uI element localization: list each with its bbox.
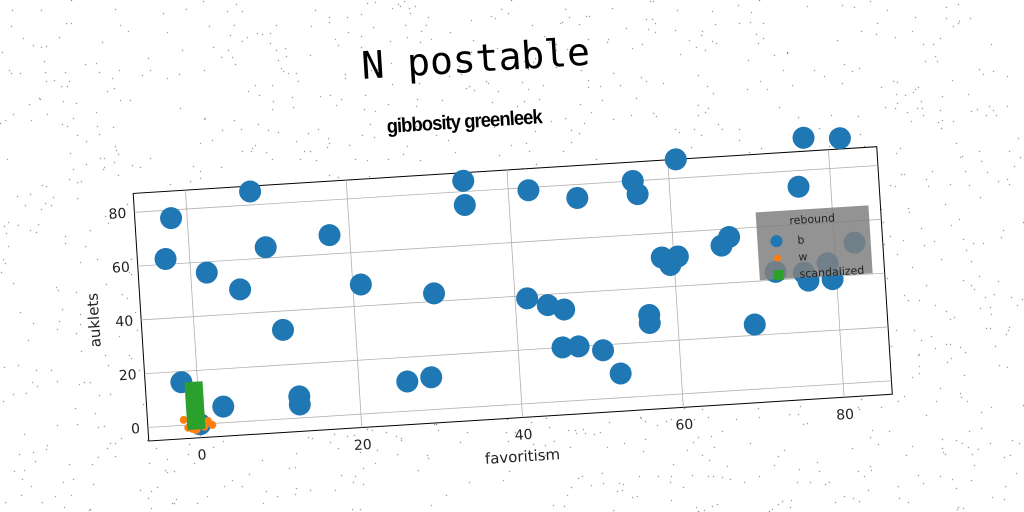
point-b bbox=[828, 127, 851, 150]
point-scandalized bbox=[186, 419, 198, 431]
legend-label-b: b bbox=[797, 233, 805, 246]
point-b bbox=[516, 287, 539, 310]
legend-label-w: w bbox=[798, 250, 808, 264]
x-tick-label: 20 bbox=[354, 437, 373, 454]
point-w bbox=[208, 420, 217, 429]
point-b bbox=[254, 236, 277, 259]
point-scandalized bbox=[193, 394, 204, 406]
legend-marker-w bbox=[774, 254, 782, 262]
legend-label-scandalized: scandalized bbox=[799, 264, 865, 281]
y-axis-label: auklets bbox=[83, 292, 104, 348]
point-scandalized bbox=[185, 403, 197, 414]
point-b bbox=[743, 313, 766, 336]
legend-title: rebound bbox=[789, 211, 835, 227]
legend-marker-b bbox=[770, 235, 783, 248]
point-scandalized bbox=[194, 418, 206, 430]
y-tick-label: 60 bbox=[112, 260, 131, 277]
point-b bbox=[638, 312, 661, 335]
point-scandalized bbox=[186, 411, 197, 422]
point-scandalized bbox=[194, 410, 205, 422]
point-b bbox=[212, 395, 235, 418]
point-b bbox=[517, 179, 540, 202]
point-b bbox=[195, 261, 218, 284]
y-tick-label: 80 bbox=[108, 206, 127, 223]
point-b bbox=[792, 126, 815, 149]
point-b bbox=[453, 194, 476, 217]
point-b bbox=[566, 186, 589, 209]
point-b bbox=[229, 278, 252, 301]
point-b bbox=[664, 148, 687, 171]
x-grid-line bbox=[667, 159, 684, 408]
point-b bbox=[626, 183, 649, 206]
legend-box bbox=[755, 205, 873, 281]
x-tick-label: 60 bbox=[675, 417, 694, 434]
point-w bbox=[179, 415, 188, 424]
point-b bbox=[396, 370, 419, 393]
point-b bbox=[787, 175, 810, 198]
point-b bbox=[718, 226, 741, 249]
point-b bbox=[551, 336, 574, 359]
point-b bbox=[423, 282, 446, 305]
y-tick-label: 40 bbox=[115, 313, 134, 330]
x-grid-line bbox=[345, 180, 363, 428]
x-grid-line bbox=[506, 169, 523, 418]
y-grid-line bbox=[134, 165, 878, 213]
point-scandalized bbox=[193, 402, 205, 414]
point-b bbox=[154, 247, 177, 270]
y-grid-line bbox=[147, 380, 892, 428]
point-b bbox=[420, 366, 443, 389]
point-b bbox=[288, 393, 311, 416]
point-b bbox=[592, 339, 615, 362]
point-b bbox=[318, 224, 341, 247]
plot-area bbox=[132, 146, 893, 442]
x-tick-label: 40 bbox=[514, 427, 533, 444]
axis-ticks: 0 20 40 60 80 0 20 40 60 80 bbox=[108, 206, 855, 464]
point-b bbox=[160, 207, 183, 230]
point-scandalized bbox=[192, 381, 204, 392]
point-b bbox=[666, 245, 689, 268]
point-scandalized bbox=[185, 395, 196, 406]
point-b bbox=[553, 298, 576, 321]
y-grid-line bbox=[141, 272, 885, 321]
x-tick-label: 0 bbox=[197, 447, 207, 464]
point-b bbox=[272, 318, 295, 341]
y-tick-label: 20 bbox=[118, 367, 137, 384]
point-b bbox=[567, 335, 590, 358]
point-scandalized bbox=[184, 381, 196, 393]
x-axis-label: favoritism bbox=[484, 445, 560, 468]
y-grid-line bbox=[144, 326, 889, 375]
point-b bbox=[349, 273, 372, 296]
y-tick-label: 0 bbox=[131, 421, 141, 438]
point-b bbox=[239, 180, 262, 203]
point-b bbox=[452, 169, 475, 192]
x-tick-label: 80 bbox=[836, 407, 855, 424]
point-b bbox=[609, 362, 632, 385]
legend-marker-scandalized bbox=[773, 269, 784, 281]
